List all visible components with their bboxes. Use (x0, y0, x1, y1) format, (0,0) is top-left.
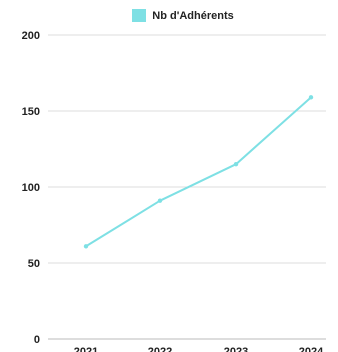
y-tick-label: 0 (34, 334, 40, 346)
legend: Nb d'Adhérents (0, 9, 338, 22)
legend-swatch (132, 9, 147, 22)
x-tick-label: 2021 (74, 346, 98, 352)
legend-label: Nb d'Adhérents (152, 9, 234, 22)
y-tick-label: 100 (22, 182, 40, 194)
data-point (157, 198, 163, 203)
x-tick-label: 2022 (148, 346, 172, 352)
x-tick-label: 2024 (299, 346, 324, 352)
data-point (83, 244, 89, 249)
series-line (85, 96, 312, 248)
y-tick-label: 50 (28, 258, 40, 270)
y-tick-label: 150 (22, 106, 40, 118)
x-tick-label: 2023 (224, 346, 248, 352)
y-tick-label: 200 (22, 30, 40, 42)
data-point (233, 162, 239, 167)
data-point (308, 95, 314, 100)
